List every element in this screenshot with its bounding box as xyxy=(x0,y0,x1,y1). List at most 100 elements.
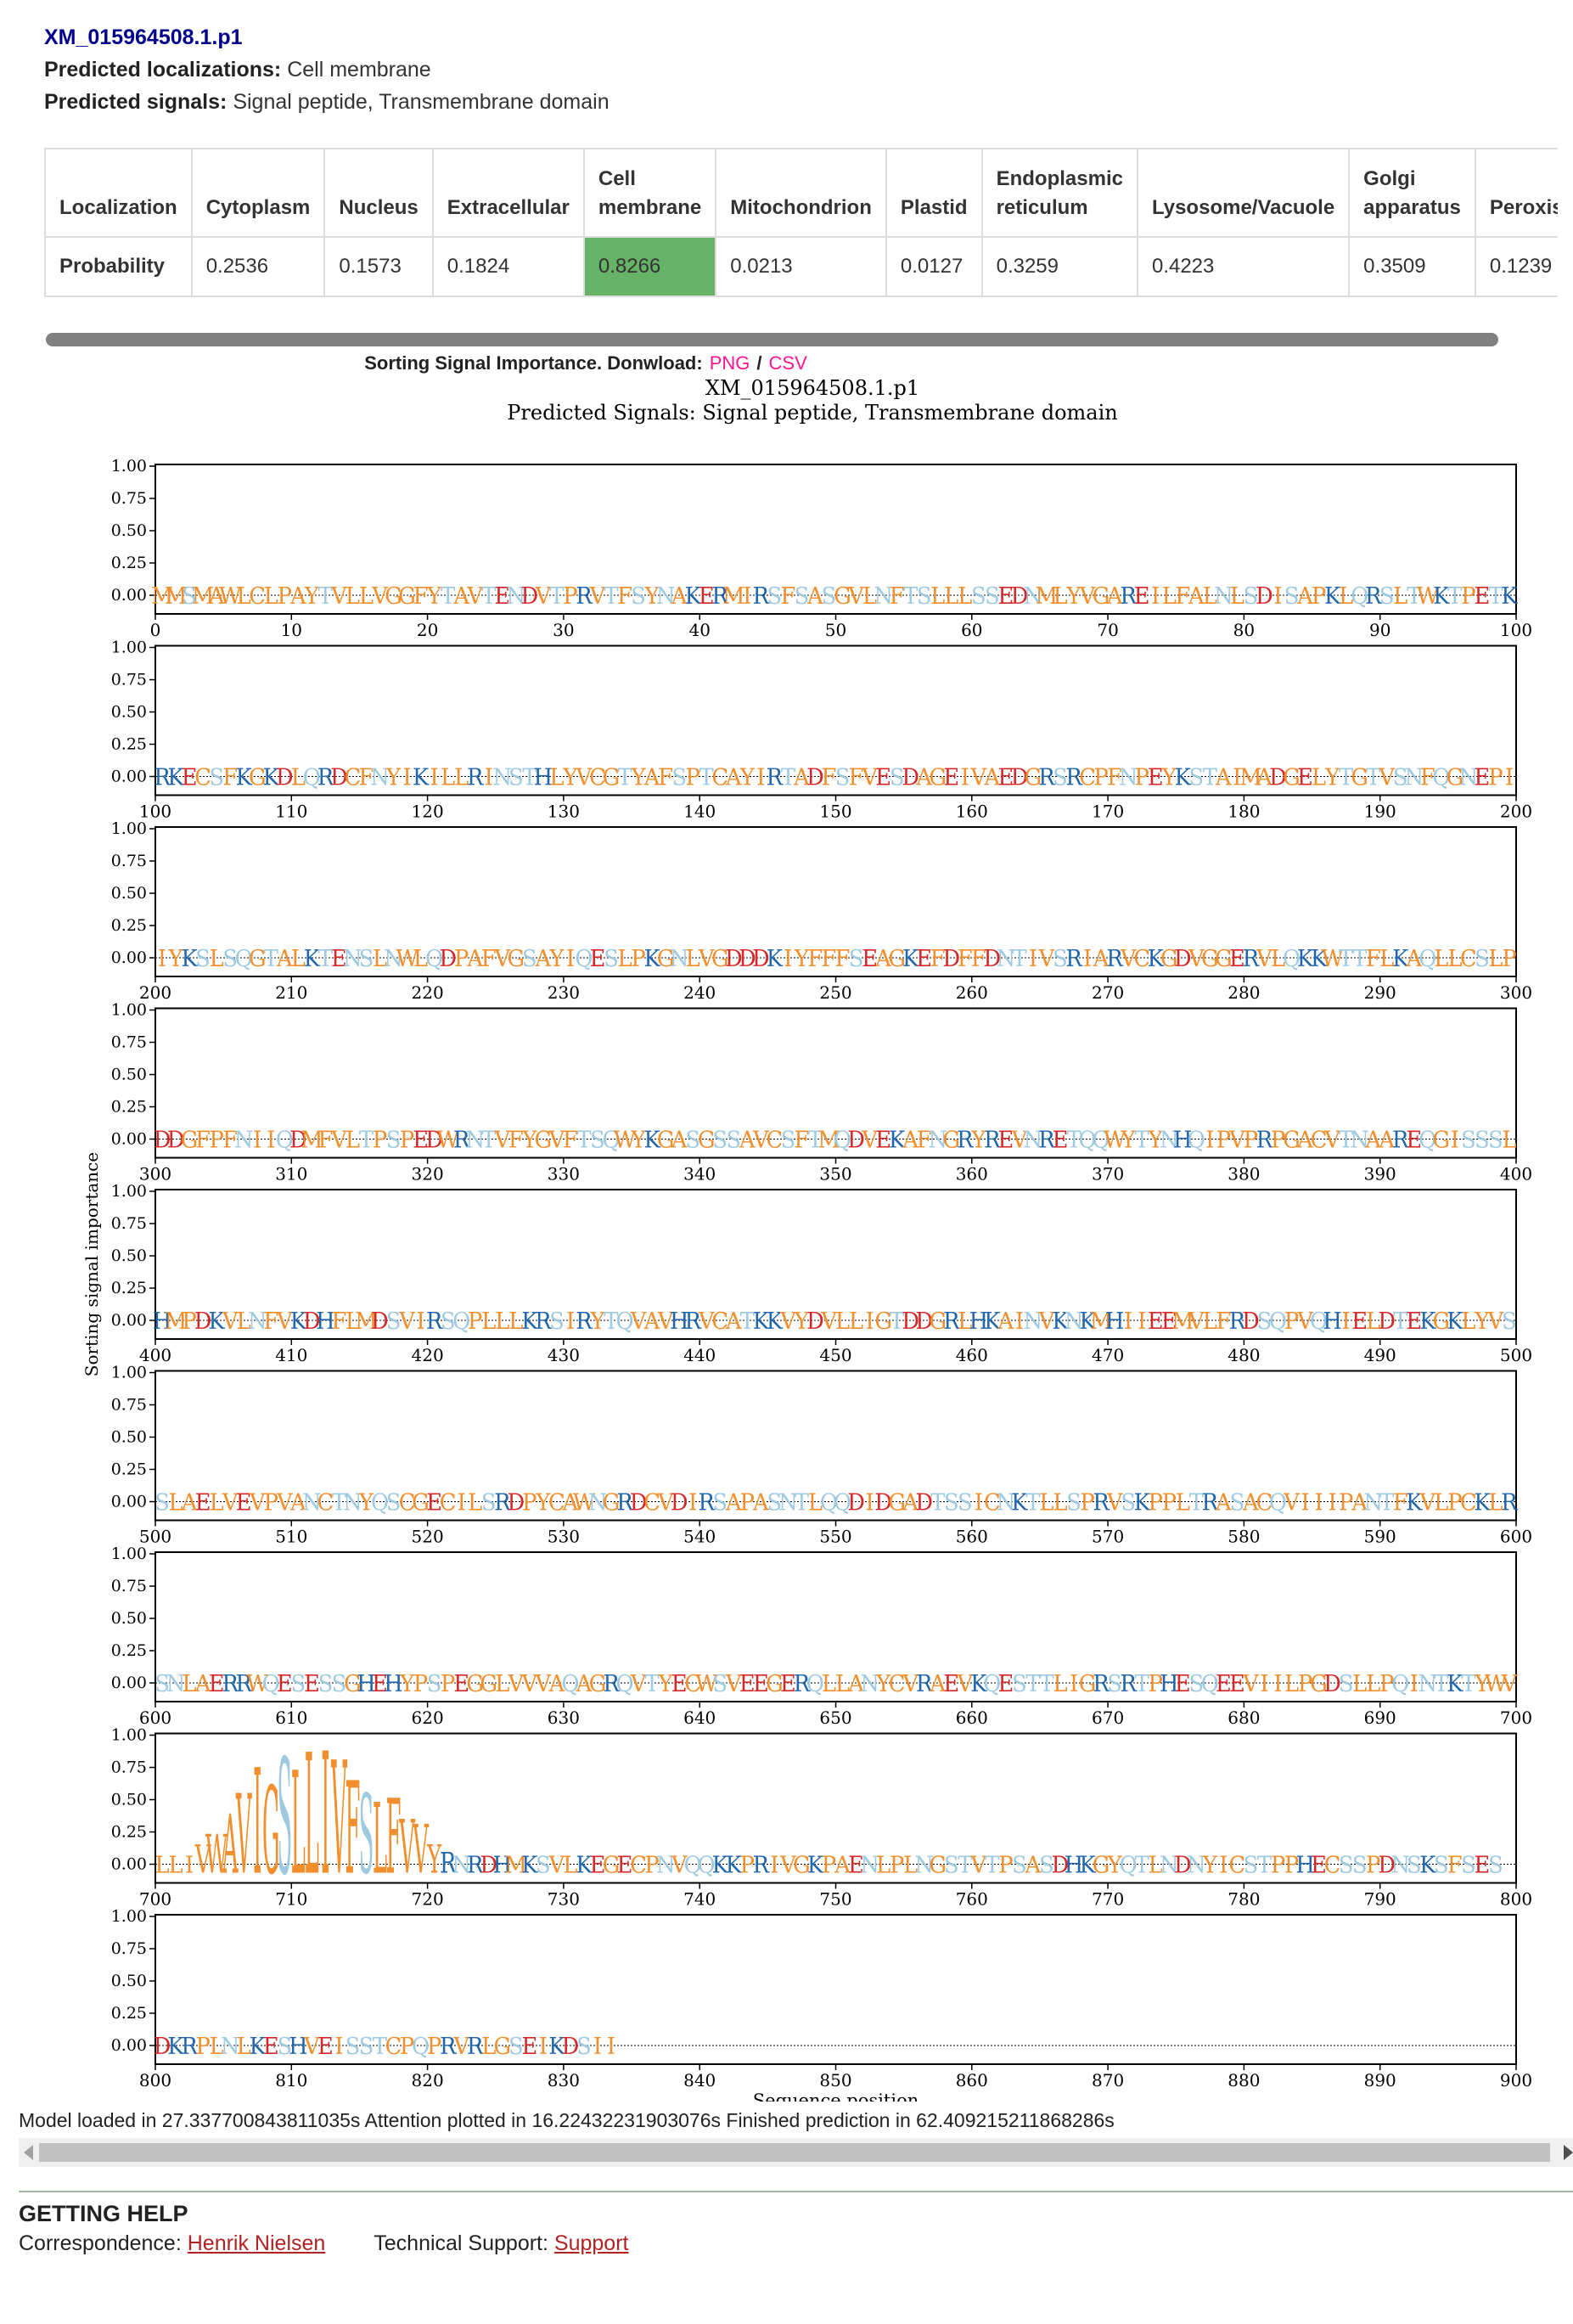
residue-letter: A xyxy=(1242,1489,1259,1517)
residue-letter: V xyxy=(657,1489,674,1517)
residue-letter: Y xyxy=(304,582,319,610)
residue-letter: G xyxy=(493,2033,511,2060)
residue-letter: V xyxy=(494,1127,511,1154)
residue-letter: K xyxy=(521,1308,538,1335)
localization-table-container[interactable]: Localization Cytoplasm Nucleus Extracellul… xyxy=(44,148,1558,297)
residue-letter: S xyxy=(849,945,864,972)
residue-letter: I xyxy=(458,1489,466,1517)
residue-letter: P xyxy=(686,764,700,791)
residue-letter: A xyxy=(1296,582,1313,610)
residue-letter: K xyxy=(643,1127,660,1154)
scrollbar-thumb[interactable] xyxy=(39,2143,1550,2162)
residue-letter: L xyxy=(958,1308,972,1335)
x-tick-label: 390 xyxy=(1364,1164,1396,1185)
technical-support-link[interactable]: Support xyxy=(553,2231,629,2255)
residue-letter: L xyxy=(1203,582,1217,610)
residue-letter: P xyxy=(998,1852,1013,1879)
residue-letter: D xyxy=(1174,1852,1192,1879)
scroll-left-arrow-icon[interactable] xyxy=(24,2145,33,2160)
x-tick-label: 270 xyxy=(1092,982,1124,1003)
residue-letter: S xyxy=(590,1127,605,1154)
residue-letter: F xyxy=(386,1777,402,1897)
x-tick-label: 700 xyxy=(139,1889,171,1910)
page-horizontal-scrollbar[interactable] xyxy=(19,2138,1573,2167)
residue-letter: R xyxy=(440,2033,457,2060)
residue-letter: W xyxy=(219,582,242,610)
residue-letter: S xyxy=(182,582,197,610)
residue-letter: C xyxy=(630,1852,647,1879)
residue-letter: P xyxy=(1284,1852,1299,1879)
residue-letter: D xyxy=(1011,764,1029,791)
residue-letter: R xyxy=(794,1670,811,1697)
residue-letter: C xyxy=(767,1127,784,1154)
x-tick-label: 760 xyxy=(956,1889,988,1910)
residue-letter: F xyxy=(331,1308,346,1335)
residue-letter: S xyxy=(1012,1670,1027,1697)
residue-letter: N xyxy=(860,1852,879,1879)
residue-letter: L xyxy=(183,1670,197,1697)
residue-letter: V xyxy=(779,1852,796,1879)
residue-letter: V xyxy=(779,1308,796,1335)
residue-letter: T xyxy=(1135,1852,1149,1879)
residue-letter: I xyxy=(1205,1127,1214,1154)
residue-letter: F xyxy=(1107,764,1122,791)
y-tick-label: 0.25 xyxy=(111,1279,147,1297)
residue-letter: F xyxy=(317,1127,333,1154)
residue-letter: R xyxy=(317,764,334,791)
residue-letter: C xyxy=(548,1489,565,1517)
residue-letter: V xyxy=(535,582,552,610)
residue-letter: D xyxy=(902,1308,919,1335)
x-tick-label: 440 xyxy=(683,1345,716,1365)
residue-letter: G xyxy=(711,945,729,972)
table-horizontal-scrollbar[interactable] xyxy=(46,333,1498,346)
x-tick-label: 370 xyxy=(1092,1164,1124,1185)
protein-id-link[interactable]: XM_015964508.1.p1 xyxy=(44,25,243,49)
residue-letter: D xyxy=(942,945,960,972)
residue-letter: E xyxy=(453,1670,469,1697)
residue-letter: G xyxy=(1433,1308,1451,1335)
residue-letter: P xyxy=(454,945,469,972)
residue-letter: R xyxy=(1501,1489,1518,1517)
residue-letter: V xyxy=(194,1837,211,1882)
residue-letter: E xyxy=(236,1489,252,1517)
table-header-row: Localization Cytoplasm Nucleus Extracellul… xyxy=(44,148,1558,238)
residue-letter: A xyxy=(208,582,225,610)
residue-letter: F xyxy=(345,1756,361,1904)
residue-letter: I xyxy=(334,2033,343,2060)
residue-letter: G xyxy=(1215,945,1233,972)
residue-letter: S xyxy=(1053,945,1068,972)
residue-letter: L xyxy=(549,764,564,791)
x-tick-label: 190 xyxy=(1364,802,1396,822)
residue-letter: V xyxy=(452,2033,469,2060)
residue-letter: R xyxy=(154,764,171,791)
residue-letter: S xyxy=(222,945,238,972)
x-tick-label: 130 xyxy=(548,802,580,822)
residue-letter: I xyxy=(961,764,969,791)
scroll-right-arrow-icon[interactable] xyxy=(1564,2145,1573,2160)
residue-letter: L xyxy=(944,582,958,610)
residue-letter: S xyxy=(1230,1489,1245,1517)
residue-letter: I xyxy=(1273,1670,1282,1697)
residue-letter: C xyxy=(1229,1852,1246,1879)
residue-letter: V xyxy=(249,1489,266,1517)
residue-letter: Q xyxy=(1269,1308,1287,1335)
correspondence-link[interactable]: Henrik Nielsen xyxy=(187,2231,326,2255)
residue-letter: A xyxy=(222,1798,239,1893)
residue-letter: I xyxy=(185,1852,194,1879)
residue-letter: A xyxy=(671,1127,688,1154)
download-png-link[interactable]: PNG xyxy=(710,352,750,374)
residue-letter: L xyxy=(169,1852,183,1879)
residue-letter: L xyxy=(835,1308,850,1335)
residue-letter: G xyxy=(262,1762,280,1901)
residue-letter: H xyxy=(357,1670,375,1697)
residue-letter: F xyxy=(958,945,973,972)
residue-letter: S xyxy=(917,582,932,610)
residue-letter: S xyxy=(671,764,687,791)
residue-letter: H xyxy=(1173,1127,1192,1154)
residue-letter: V xyxy=(535,1670,552,1697)
x-tick-label: 160 xyxy=(956,802,988,822)
residue-letter: G xyxy=(929,1852,947,1879)
download-csv-link[interactable]: CSV xyxy=(769,352,808,374)
x-tick-label: 200 xyxy=(139,982,171,1003)
residue-letter: D xyxy=(507,1489,525,1517)
